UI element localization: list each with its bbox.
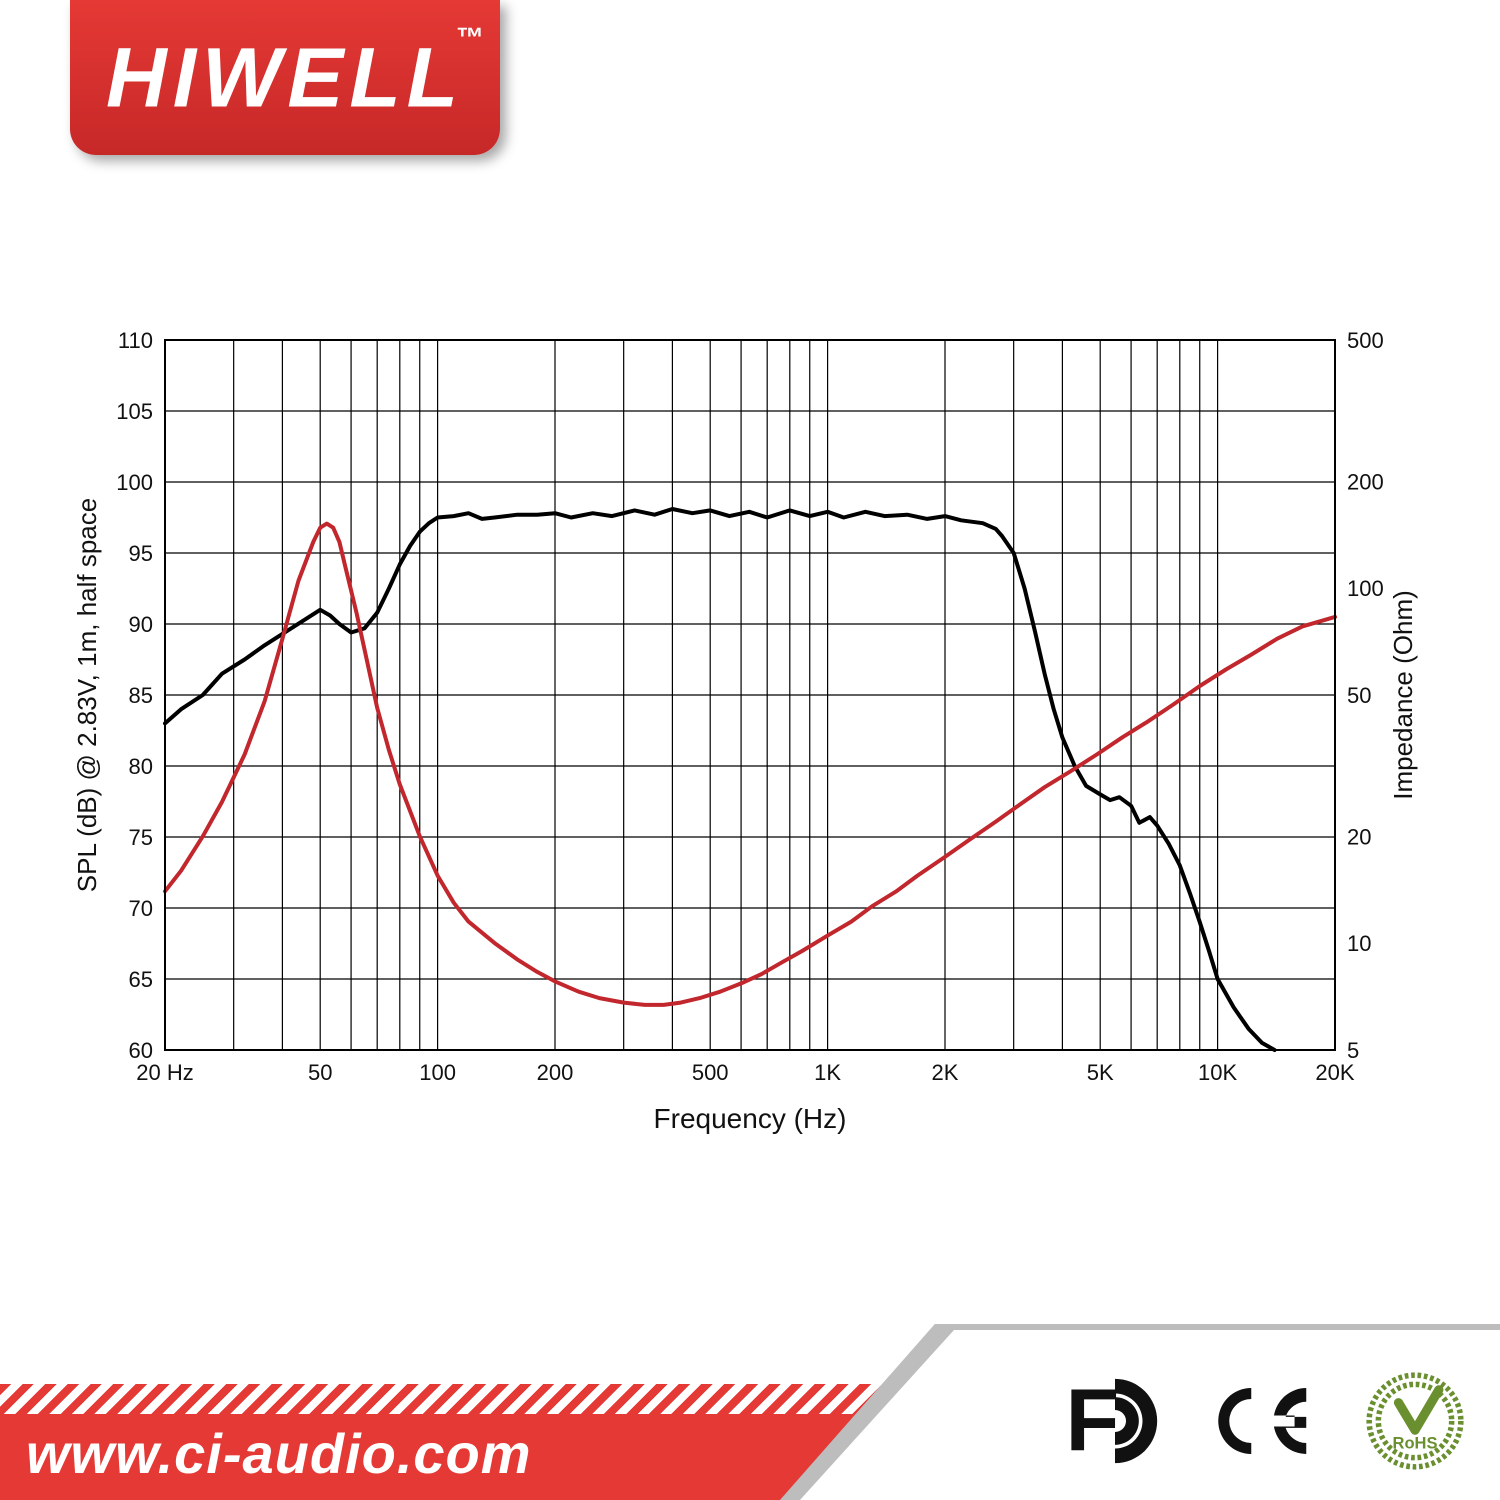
svg-text:F: F (1066, 1370, 1120, 1469)
svg-text:Impedance (Ohm): Impedance (Ohm) (1388, 590, 1418, 800)
brand-name: HIWELL (70, 29, 500, 126)
svg-text:1K: 1K (814, 1060, 841, 1085)
svg-text:200: 200 (1347, 469, 1384, 494)
svg-text:5K: 5K (1087, 1060, 1114, 1085)
svg-text:5: 5 (1347, 1038, 1359, 1063)
svg-text:2K: 2K (932, 1060, 959, 1085)
svg-text:100: 100 (1347, 576, 1384, 601)
svg-text:60: 60 (129, 1038, 153, 1063)
svg-text:20K: 20K (1315, 1060, 1354, 1085)
brand-badge: HIWELL ™ (70, 0, 500, 155)
svg-text:10K: 10K (1198, 1060, 1237, 1085)
svg-text:500: 500 (1347, 330, 1384, 353)
svg-text:Frequency (Hz): Frequency (Hz) (654, 1103, 847, 1134)
page: HIWELL ™ 20 Hz 50 100 200 500 1K 2K 5K 10K 20K 60 6… (0, 0, 1500, 1500)
brand-tm: ™ (456, 22, 484, 54)
svg-text:20: 20 (1347, 824, 1371, 849)
svg-text:95: 95 (129, 541, 153, 566)
svg-text:200: 200 (537, 1060, 574, 1085)
svg-text:110: 110 (118, 330, 153, 353)
footer-url: www.ci-audio.com (26, 1421, 532, 1486)
chart-svg: 20 Hz 50 100 200 500 1K 2K 5K 10K 20K 60 65 70 75 80 85… (70, 330, 1430, 1140)
svg-text:RoHS: RoHS (1393, 1435, 1438, 1453)
svg-text:10: 10 (1347, 931, 1371, 956)
svg-text:100: 100 (419, 1060, 456, 1085)
svg-text:100: 100 (116, 470, 153, 495)
svg-text:70: 70 (129, 896, 153, 921)
svg-text:105: 105 (116, 399, 153, 424)
svg-text:75: 75 (129, 825, 153, 850)
frequency-response-chart: 20 Hz 50 100 200 500 1K 2K 5K 10K 20K 60 65 70 75 80 85… (70, 330, 1430, 1140)
fcc-icon: F (1060, 1366, 1170, 1476)
svg-text:20 Hz: 20 Hz (136, 1060, 193, 1085)
ce-icon (1210, 1366, 1320, 1476)
svg-text:50: 50 (1347, 683, 1371, 708)
svg-text:500: 500 (692, 1060, 729, 1085)
svg-text:90: 90 (129, 612, 153, 637)
svg-text:SPL (dB) @ 2.83V, 1m, half spa: SPL (dB) @ 2.83V, 1m, half space (72, 498, 102, 892)
svg-text:80: 80 (129, 754, 153, 779)
svg-text:85: 85 (129, 683, 153, 708)
svg-text:65: 65 (129, 967, 153, 992)
svg-text:50: 50 (308, 1060, 332, 1085)
rohs-icon: RoHS (1360, 1366, 1470, 1476)
certification-row: F RoHS (1060, 1366, 1470, 1476)
